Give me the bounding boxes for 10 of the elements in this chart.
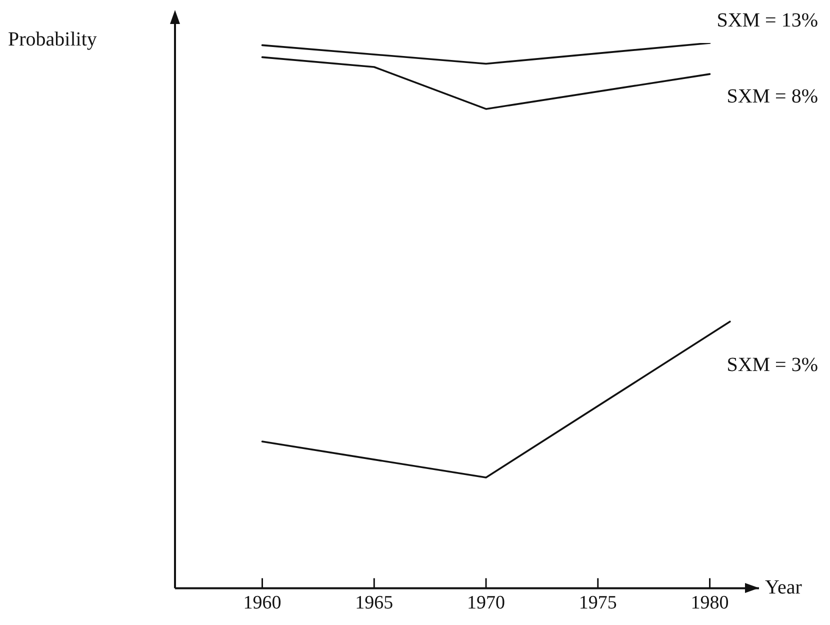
x-tick-label: 1960 [243, 592, 282, 614]
series-label: SXM = 3% [726, 354, 818, 376]
series-label: SXM = 13% [716, 9, 818, 32]
series-label: SXM = 8% [726, 85, 818, 108]
y-axis-title: Probability [8, 28, 97, 50]
x-tick-label: 1975 [578, 592, 617, 614]
x-axis-title: Year [765, 576, 802, 598]
x-tick-label: 1970 [467, 592, 506, 614]
x-tick-label: 1980 [690, 592, 729, 614]
x-tick-label: 1965 [355, 592, 394, 614]
